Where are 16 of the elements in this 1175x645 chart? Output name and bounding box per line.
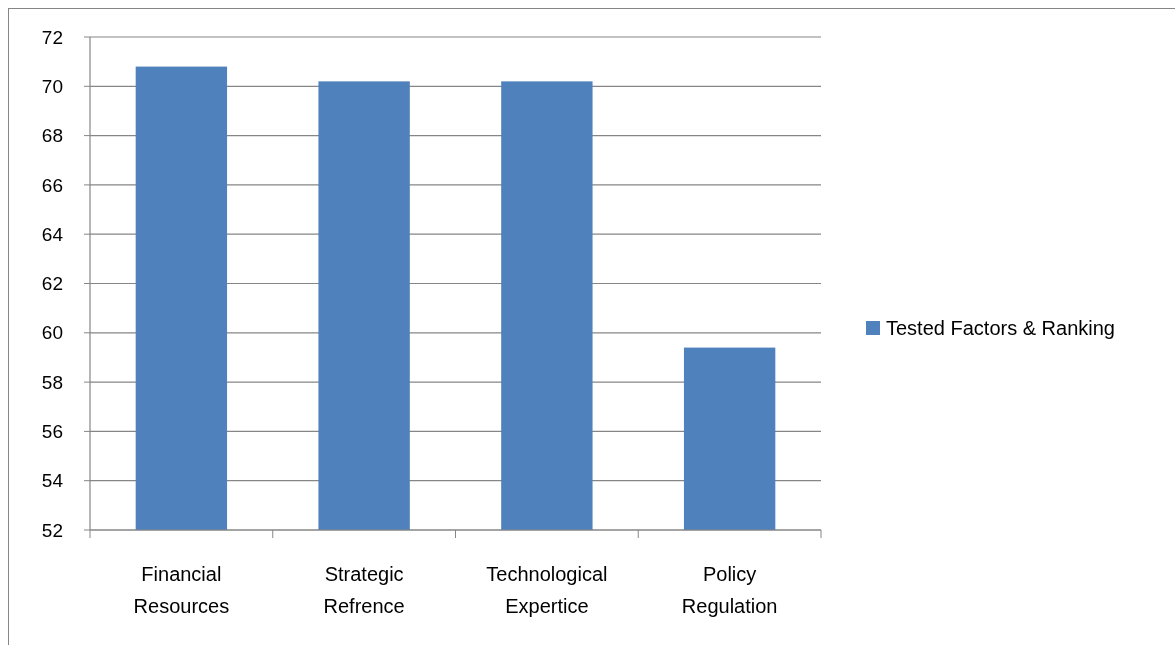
y-tick-label: 68 [41, 125, 63, 147]
y-tick-label: 62 [41, 273, 63, 295]
y-tick-label: 56 [41, 421, 63, 443]
y-tick-label: 54 [41, 470, 64, 492]
x-tick-label: Policy Regulation [681, 563, 778, 617]
x-tick-label: Financial Resources [133, 563, 230, 617]
y-tick-label: 72 [41, 26, 63, 48]
x-tick-label: Strategic Refrence [323, 563, 405, 617]
x-tick-label: Technological Expertice [486, 563, 608, 617]
y-tick-label: 70 [41, 75, 63, 97]
y-tick-label: 58 [41, 371, 63, 393]
y-tick-label: 52 [41, 519, 63, 541]
legend-label: Tested Factors & Ranking [886, 317, 1115, 339]
y-tick-label: 60 [41, 322, 63, 344]
y-tick-label: 66 [41, 174, 63, 196]
y-tick-label: 64 [41, 223, 64, 245]
